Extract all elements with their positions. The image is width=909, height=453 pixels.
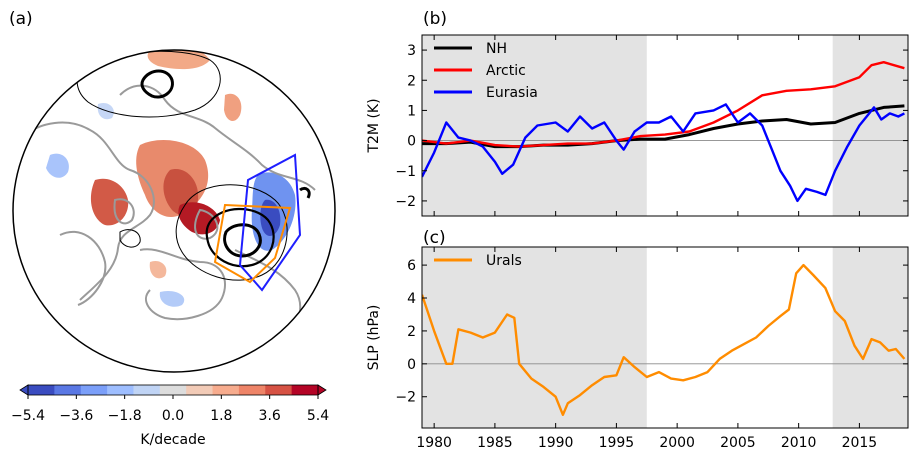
colorbar: −5.4 −3.6 −1.8 0.0 1.8 3.6 5.4 K/decade: [11, 384, 329, 448]
map-boundary: [12, 49, 336, 373]
panel-c-ytick-label: 4: [407, 291, 416, 307]
panel-b-ytick-label: 3: [407, 43, 416, 59]
panel-a-label: (a): [9, 9, 33, 29]
panel-b-chart: −2 −1 0 1 2 3 T2M (K) NH Arctic Eurasia: [366, 34, 909, 217]
panel-c-xtick-label: 2000: [659, 435, 695, 451]
colorbar-extend-max: [317, 384, 327, 396]
colorbar-tick-label: 1.8: [210, 408, 232, 424]
panel-b-legend-label: Arctic: [486, 63, 526, 79]
panel-c-ytick-label: 6: [407, 258, 416, 274]
panel-c-ytick-label: −2: [395, 390, 416, 406]
colorbar-cell: [265, 385, 293, 395]
panel-c-ylabel: SLP (hPa): [366, 305, 382, 371]
panel-b-ytick-label: −1: [395, 164, 416, 180]
coastline-scandinavia: [194, 208, 219, 240]
panel-c-frame: [421, 246, 909, 429]
panel-b-legend-label: Eurasia: [486, 85, 538, 101]
colorbar-cell: [186, 385, 214, 395]
contour-east-fragment: [299, 186, 311, 199]
colorbar-cell: [212, 385, 240, 395]
contour-arctic: [119, 229, 141, 248]
panel-b-series-group: [422, 61, 905, 203]
warm-patch-arctic: [90, 178, 129, 226]
panel-c-series-urals: [422, 263, 906, 416]
colorbar-cell: [291, 385, 319, 395]
colorbar-ticks: −5.4 −3.6 −1.8 0.0 1.8 3.6 5.4: [11, 395, 329, 424]
colorbar-cells: [28, 385, 319, 395]
warm-patch-barents: [178, 202, 220, 235]
panel-c-xtick-label: 1980: [416, 435, 452, 451]
panel-c-label: (c): [423, 228, 446, 248]
panel-c-xtick-label: 2015: [842, 435, 878, 451]
warm-patch-siberia: [224, 93, 242, 122]
colorbar-cell: [54, 385, 82, 395]
coastline-siberia: [119, 84, 316, 191]
colorbar-label: K/decade: [140, 432, 205, 448]
panel-b-ylabel: T2M (K): [366, 98, 382, 153]
panel-c-xtick-label: 1995: [599, 435, 635, 451]
panel-c-shaded-period: [832, 247, 908, 428]
cold-patch-core: [260, 199, 281, 236]
coastline-greenland: [113, 198, 135, 225]
warm-patch-europe: [149, 260, 167, 279]
panel-b-ytick-label: 2: [407, 73, 416, 89]
coastline-canada-archipelago: [59, 230, 107, 306]
contour-urals-outer: [175, 184, 288, 281]
panel-b-shaded-period: [832, 35, 908, 216]
panel-b-ytick-label: 0: [407, 134, 416, 150]
colorbar-cell: [238, 385, 266, 395]
contour-urals-mid: [205, 207, 275, 268]
map-content: [17, 50, 316, 339]
panel-b-series-arctic: [422, 61, 905, 148]
colorbar-tick-label: −3.6: [59, 408, 93, 424]
panel-c-series-group: [422, 263, 906, 416]
eurasia-box: [238, 153, 302, 292]
panel-c-shaded-period: [422, 247, 647, 428]
colorbar-tick-label: 0.0: [162, 408, 184, 424]
coastline-europe: [139, 248, 227, 321]
panel-b-legend-label: NH: [486, 41, 507, 57]
contour-aleutian-inner: [140, 69, 174, 99]
panel-c-chart: −2 0 2 4 6 1980 1985 1990 1995 2000 2005 2010 2015 SL…: [366, 246, 909, 451]
panel-b-label: (b): [423, 9, 447, 29]
panel-c-xtick-label: 2010: [781, 435, 817, 451]
colorbar-tick-label: 5.4: [307, 408, 329, 424]
panel-b-shaded-period: [422, 35, 647, 216]
panel-c-ytick-label: 0: [407, 357, 416, 373]
panel-b-ytick-label: −2: [395, 194, 416, 210]
colorbar-cell: [133, 385, 161, 395]
coastline-north-america: [17, 121, 155, 301]
polar-map: [12, 49, 336, 373]
colorbar-tick-label: 3.6: [259, 408, 281, 424]
panel-c-xtick-label: 1990: [538, 435, 574, 451]
cold-patch-canada: [46, 153, 69, 178]
colorbar-cell: [28, 385, 55, 395]
colorbar-tick-label: −1.8: [108, 408, 142, 424]
urals-box: [213, 203, 292, 284]
panel-c-xtick-label: 1985: [477, 435, 513, 451]
colorbar-tick-label: −5.4: [11, 408, 45, 424]
panel-b-ytick-label: 1: [407, 103, 416, 119]
colorbar-cell: [159, 385, 187, 395]
panel-c-ytick-label: 2: [407, 324, 416, 340]
colorbar-extend-min: [19, 384, 29, 396]
cold-patch-atlantic: [159, 290, 185, 307]
panel-c-legend-label: Urals: [486, 253, 522, 269]
colorbar-cell: [80, 385, 108, 395]
colorbar-cell: [107, 385, 134, 395]
panel-b-frame: [421, 34, 909, 217]
panel-b-series-eurasia: [422, 103, 905, 203]
panel-c-xtick-label: 2005: [720, 435, 756, 451]
